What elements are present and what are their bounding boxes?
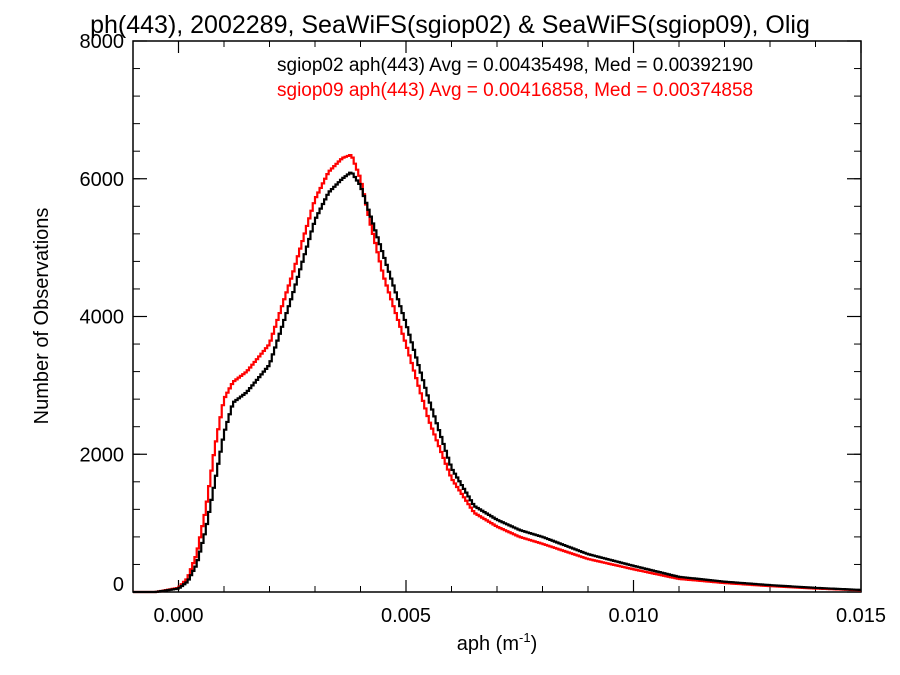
y-tick-label: 2000 (80, 444, 125, 466)
y-tick-label: 0 (113, 574, 124, 596)
series-group (133, 153, 861, 594)
plot-frame (132, 40, 862, 593)
y-tick-label: 8000 (80, 31, 125, 53)
plot-area (132, 40, 862, 593)
series-line-sgiop09 (133, 153, 861, 594)
x-axis: 0.000 0.005 0.010 0.015 (132, 41, 886, 627)
legend-entry-sgiop02: sgiop02 aph(443) Avg = 0.00435498, Med =… (277, 55, 753, 76)
y-tick-label: 4000 (80, 307, 125, 329)
chart-title: ph(443), 2002289, SeaWiFS(sgiop02) & Sea… (90, 11, 810, 39)
x-tick-label: 0.000 (153, 605, 203, 627)
x-tick-label: 0.010 (608, 605, 658, 627)
x-axis-label-close: ) (531, 633, 538, 655)
y-tick-label: 6000 (80, 169, 125, 191)
y-axis: 0 2000 4000 6000 8000 (80, 31, 861, 596)
x-axis-label-main: aph (m (457, 633, 519, 655)
y-axis-label: Number of Observations (31, 208, 53, 425)
x-tick-label: 0.005 (381, 605, 431, 627)
x-tick-label: 0.015 (836, 605, 886, 627)
x-axis-label: aph (m-1) (457, 630, 537, 655)
x-axis-label-exponent: -1 (519, 630, 531, 645)
legend-entry-sgiop09: sgiop09 aph(443) Avg = 0.00416858, Med =… (277, 80, 753, 101)
series-line-sgiop02 (133, 171, 861, 594)
